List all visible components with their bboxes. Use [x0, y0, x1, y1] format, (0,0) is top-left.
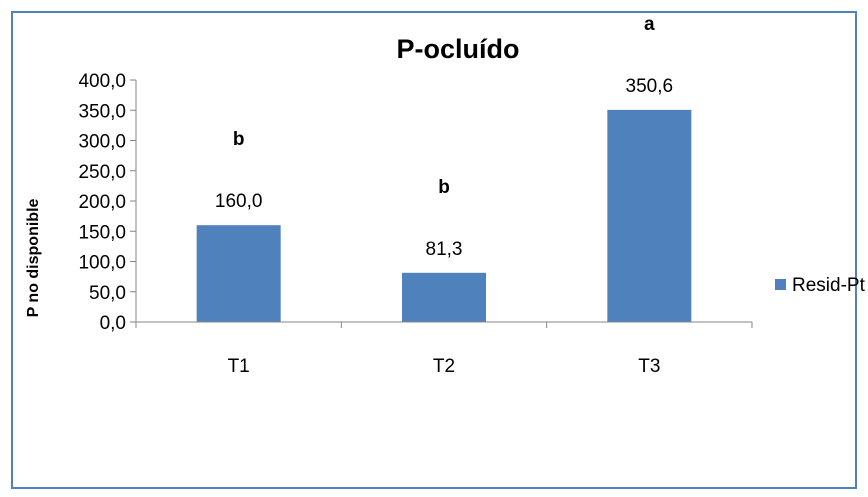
value-label-t3: 350,6 — [626, 76, 674, 97]
legend: Resid-Pt — [775, 275, 866, 296]
y-tick-label: 50,0 — [89, 283, 126, 304]
y-tick-label: 300,0 — [78, 132, 126, 153]
y-tick-label: 250,0 — [78, 162, 126, 183]
y-axis-ticks: 0,0 50,0 100,0 150,0 200,0 250,0 300,0 350,0 400… — [78, 71, 136, 334]
chart-border — [11, 11, 857, 489]
x-tick-label-t3: T3 — [638, 356, 660, 377]
significance-letter-t3: a — [644, 14, 655, 35]
x-tick-label-t2: T2 — [433, 356, 455, 377]
significance-letter-t1: b — [233, 129, 245, 150]
legend-label-resid-pt: Resid-Pt — [792, 275, 866, 296]
bar-t2 — [402, 272, 486, 322]
y-tick-label: 150,0 — [78, 222, 126, 243]
bar-t3 — [607, 109, 692, 323]
y-tick-label: 100,0 — [78, 253, 126, 274]
value-label-t2: 81,3 — [426, 239, 463, 260]
y-tick-label: 400,0 — [78, 71, 126, 92]
value-label-t1: 160,0 — [215, 191, 263, 212]
chart-title: P-ocluído — [397, 34, 520, 64]
y-tick-label: 0,0 — [100, 313, 126, 334]
y-tick-label: 200,0 — [78, 192, 126, 213]
y-tick-label: 350,0 — [78, 101, 126, 122]
y-axis-label: P no disponible — [25, 198, 42, 317]
significance-letter-t2: b — [438, 177, 450, 198]
x-tick-label-t1: T1 — [228, 356, 250, 377]
bars-group: 160,0 b 81,3 b 350,6 a — [196, 14, 692, 323]
bar-t1 — [196, 225, 281, 322]
x-axis-ticks: T1 T2 T3 — [135, 322, 753, 377]
legend-swatch-resid-pt — [775, 279, 786, 290]
